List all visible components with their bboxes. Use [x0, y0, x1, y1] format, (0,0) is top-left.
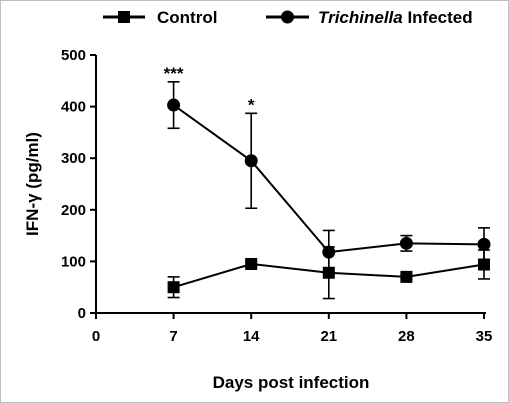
data-point-circle: [167, 98, 181, 112]
data-point-circle: [322, 245, 336, 259]
x-axis-ticks: 0 7 14 21 28 35: [92, 313, 493, 345]
y-tick-label: 0: [78, 305, 86, 322]
x-tick-label: 21: [320, 328, 337, 345]
x-tick-label: 0: [92, 328, 100, 345]
legend-label-italic: Trichinella: [318, 8, 403, 27]
legend-label-text: Control: [157, 8, 217, 27]
x-tick-label: 28: [398, 328, 415, 345]
data-point-square: [245, 257, 258, 270]
y-tick-label: 200: [61, 202, 86, 219]
legend-label-trichinella: Trichinella Infected: [318, 8, 473, 27]
data-point-circle: [399, 236, 413, 250]
y-axis-title: IFN-γ (pg/ml): [23, 132, 42, 236]
legend-label-control: Control: [157, 8, 217, 27]
significance-label: *: [248, 95, 255, 114]
data-point-circle: [477, 237, 491, 251]
legend: Control Trichinella Infected: [103, 8, 473, 27]
data-point-square: [400, 270, 413, 283]
legend-square-marker: [118, 11, 130, 23]
legend-item-control: Control: [103, 8, 217, 27]
legend-item-trichinella: Trichinella Infected: [266, 8, 473, 27]
y-tick-label: 400: [61, 99, 86, 116]
y-tick-label: 500: [61, 47, 86, 64]
significance-label: ***: [164, 64, 184, 83]
legend-label-text: Infected: [403, 8, 473, 27]
x-axis-title: Days post infection: [213, 373, 370, 392]
legend-circle-marker: [281, 10, 294, 24]
data-point-square: [167, 281, 180, 294]
x-tick-label: 35: [476, 328, 493, 345]
y-tick-label: 300: [61, 150, 86, 167]
plot-area: ****: [164, 64, 491, 300]
series-trichinella-infected: [167, 81, 491, 275]
data-point-circle: [244, 154, 258, 168]
y-tick-label: 100: [61, 253, 86, 270]
axes: [95, 55, 486, 314]
x-tick-label: 14: [243, 328, 260, 345]
x-tick-label: 7: [169, 328, 177, 345]
y-axis-ticks: 0 100 200 300 400 500: [61, 47, 96, 322]
